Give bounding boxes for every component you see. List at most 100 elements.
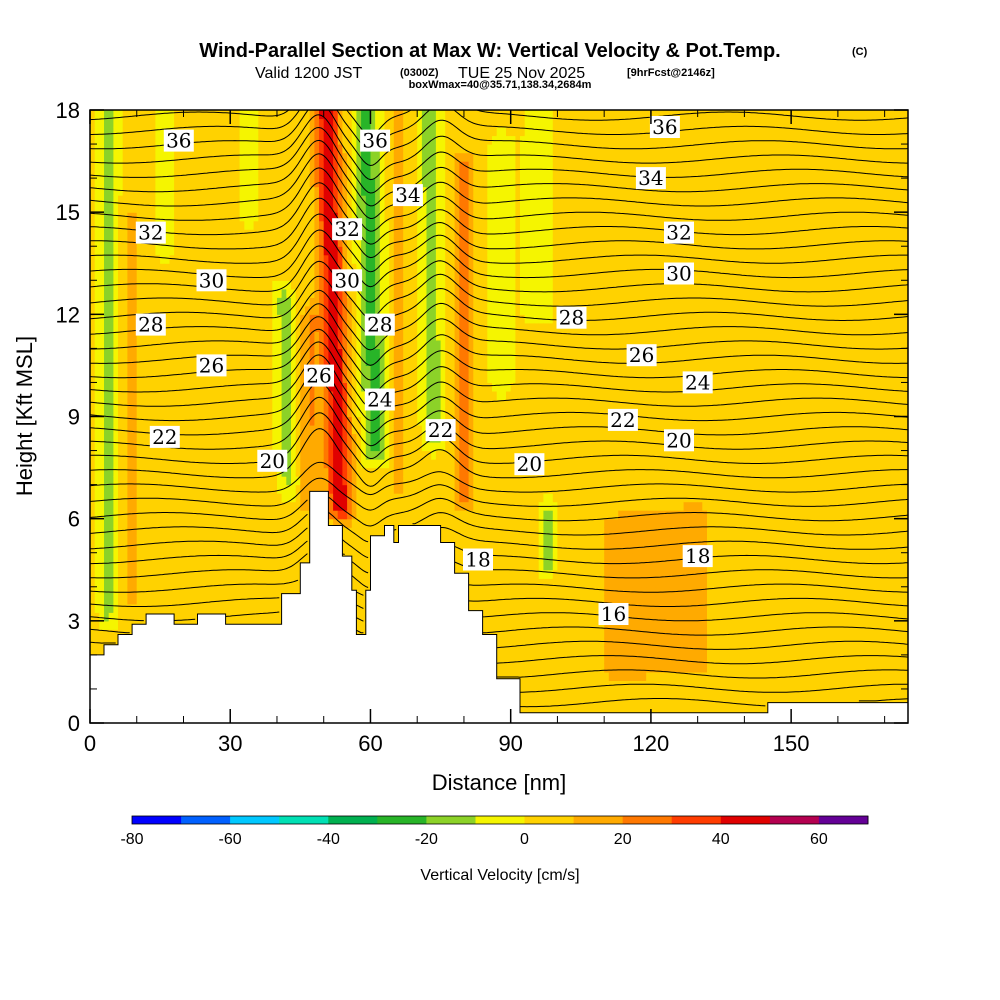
velocity-cell xyxy=(197,373,203,383)
velocity-cell xyxy=(281,578,287,588)
velocity-cell xyxy=(169,110,175,120)
velocity-cell xyxy=(319,416,325,426)
velocity-cell xyxy=(333,246,339,256)
velocity-cell xyxy=(150,348,157,358)
velocity-cell xyxy=(248,297,255,307)
velocity-cell xyxy=(281,365,287,375)
velocity-cell xyxy=(281,356,287,366)
velocity-cell xyxy=(267,493,273,503)
velocity-cell xyxy=(347,399,353,409)
velocity-cell xyxy=(127,552,133,562)
velocity-cell xyxy=(253,595,259,605)
velocity-cell xyxy=(319,280,325,290)
velocity-cell xyxy=(211,322,217,332)
velocity-cell xyxy=(370,442,376,452)
velocity-cell xyxy=(216,305,222,315)
velocity-cell xyxy=(295,212,301,222)
velocity-cell xyxy=(375,373,381,383)
velocity-cell xyxy=(188,118,194,128)
velocity-cell xyxy=(174,382,180,392)
velocity-cell xyxy=(141,288,147,298)
velocity-cell xyxy=(319,408,325,418)
velocity-cell xyxy=(155,373,161,383)
velocity-cell xyxy=(169,365,175,375)
velocity-cell xyxy=(342,356,348,366)
velocity-cell xyxy=(141,569,147,579)
velocity-cell xyxy=(281,314,287,324)
velocity-cell xyxy=(300,144,306,154)
velocity-cell xyxy=(333,442,339,452)
velocity-cell xyxy=(122,288,128,298)
velocity-cell xyxy=(118,365,124,375)
velocity-cell xyxy=(122,110,128,120)
velocity-cell xyxy=(295,135,301,145)
velocity-cell xyxy=(277,178,283,188)
velocity-cell xyxy=(146,493,152,503)
velocity-cell xyxy=(216,510,222,520)
velocity-cell xyxy=(328,476,334,486)
velocity-cell xyxy=(127,288,133,298)
velocity-cell xyxy=(370,382,376,392)
velocity-cell xyxy=(90,442,96,452)
velocity-cell xyxy=(150,365,157,375)
velocity-cell xyxy=(319,467,325,477)
velocity-cell xyxy=(393,288,400,298)
velocity-cell xyxy=(253,254,259,264)
velocity-cell xyxy=(94,254,100,264)
velocity-cell xyxy=(160,510,166,520)
velocity-cell xyxy=(244,348,250,358)
velocity-cell xyxy=(267,612,273,622)
velocity-cell xyxy=(384,356,390,366)
velocity-cell xyxy=(365,195,372,205)
velocity-cell xyxy=(230,425,236,435)
velocity-cell xyxy=(347,186,353,196)
velocity-cell xyxy=(136,246,142,256)
velocity-cell xyxy=(99,552,105,562)
velocity-cell xyxy=(295,416,301,426)
velocity-cell xyxy=(291,246,297,256)
velocity-cell xyxy=(150,399,157,409)
velocity-cell xyxy=(342,408,348,418)
velocity-cell xyxy=(136,518,142,528)
velocity-cell xyxy=(141,212,147,222)
velocity-cell xyxy=(342,382,348,392)
velocity-cell xyxy=(160,203,166,213)
velocity-cell xyxy=(183,339,189,349)
velocity-cell xyxy=(197,442,203,452)
velocity-cell xyxy=(248,314,255,324)
velocity-cell xyxy=(277,399,283,409)
velocity-cell xyxy=(183,237,189,247)
velocity-cell xyxy=(384,467,390,477)
velocity-cell xyxy=(398,484,404,494)
velocity-cell xyxy=(216,373,222,383)
velocity-cell xyxy=(132,433,138,443)
velocity-cell xyxy=(108,408,114,418)
velocity-cell xyxy=(188,476,194,486)
velocity-cell xyxy=(118,254,124,264)
velocity-cell xyxy=(319,399,325,409)
velocity-cell xyxy=(113,127,119,137)
velocity-cell xyxy=(192,127,199,137)
velocity-cell xyxy=(146,118,152,128)
velocity-cell xyxy=(300,510,306,520)
velocity-cell xyxy=(136,425,142,435)
velocity-cell xyxy=(262,493,269,503)
velocity-cell xyxy=(356,493,362,503)
velocity-cell xyxy=(248,569,255,579)
velocity-cell xyxy=(122,484,128,494)
velocity-cell xyxy=(314,178,320,188)
velocity-cell xyxy=(272,612,278,622)
velocity-cell xyxy=(211,408,217,418)
velocity-cell xyxy=(384,288,390,298)
velocity-cell xyxy=(90,501,96,511)
velocity-cell xyxy=(211,169,217,179)
velocity-cell xyxy=(118,620,124,630)
velocity-cell xyxy=(244,237,250,247)
velocity-cell xyxy=(141,544,147,554)
velocity-cell xyxy=(365,373,372,383)
velocity-cell xyxy=(248,220,255,230)
velocity-cell xyxy=(122,127,128,137)
velocity-cell xyxy=(160,552,166,562)
velocity-cell xyxy=(370,331,376,341)
velocity-cell xyxy=(197,127,203,137)
